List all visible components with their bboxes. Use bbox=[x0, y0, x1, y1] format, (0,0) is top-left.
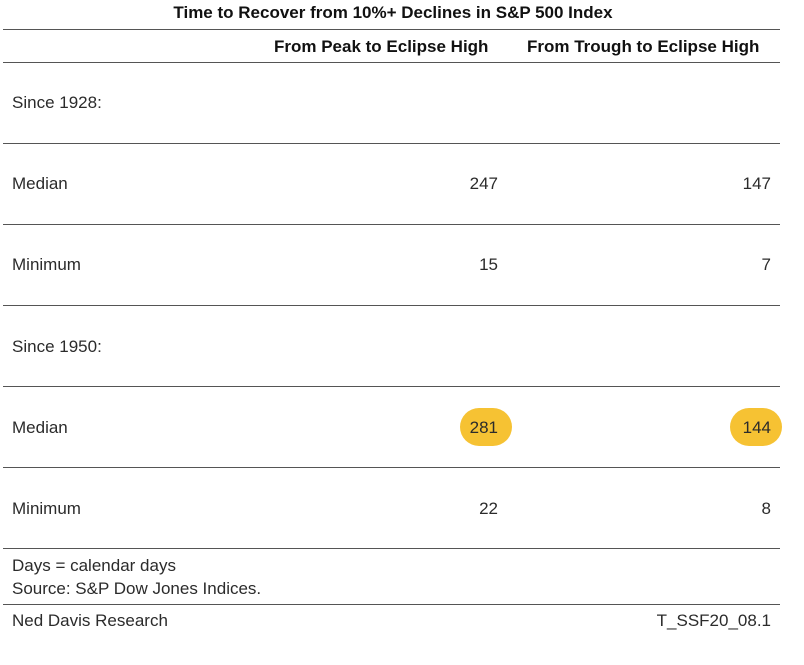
cell-peak: 247 bbox=[469, 174, 498, 193]
section-label: Since 1928: bbox=[12, 93, 102, 112]
highlight-peak bbox=[460, 408, 512, 446]
divider bbox=[3, 467, 780, 468]
divider bbox=[3, 224, 780, 225]
cell-peak: 281 bbox=[469, 418, 498, 437]
divider bbox=[3, 386, 780, 387]
cell-trough: 7 bbox=[761, 255, 771, 274]
table-title: Time to Recover from 10%+ Declines in S&… bbox=[173, 3, 613, 22]
row-label: Median bbox=[12, 174, 68, 193]
row-label: Minimum bbox=[12, 255, 81, 274]
row-label: Median bbox=[12, 418, 68, 437]
footer-code: T_SSF20_08.1 bbox=[656, 611, 771, 630]
cell-trough: 8 bbox=[761, 499, 771, 518]
column-header-peak: From Peak to Eclipse High bbox=[274, 37, 489, 56]
note-days: Days = calendar days bbox=[12, 556, 176, 575]
divider bbox=[3, 305, 780, 306]
row-label: Minimum bbox=[12, 499, 81, 518]
cell-trough: 144 bbox=[742, 418, 771, 437]
cell-peak: 22 bbox=[479, 499, 498, 518]
footer-source: Ned Davis Research bbox=[12, 611, 168, 630]
divider bbox=[3, 62, 780, 63]
section-label: Since 1950: bbox=[12, 337, 102, 356]
cell-peak: 15 bbox=[479, 255, 498, 274]
divider bbox=[3, 143, 780, 144]
highlight-trough bbox=[730, 408, 782, 446]
divider bbox=[3, 29, 780, 30]
divider bbox=[3, 604, 780, 605]
note-source: Source: S&P Dow Jones Indices. bbox=[12, 579, 262, 598]
divider bbox=[3, 548, 780, 549]
column-header-trough: From Trough to Eclipse High bbox=[527, 37, 760, 56]
cell-trough: 147 bbox=[742, 174, 771, 193]
